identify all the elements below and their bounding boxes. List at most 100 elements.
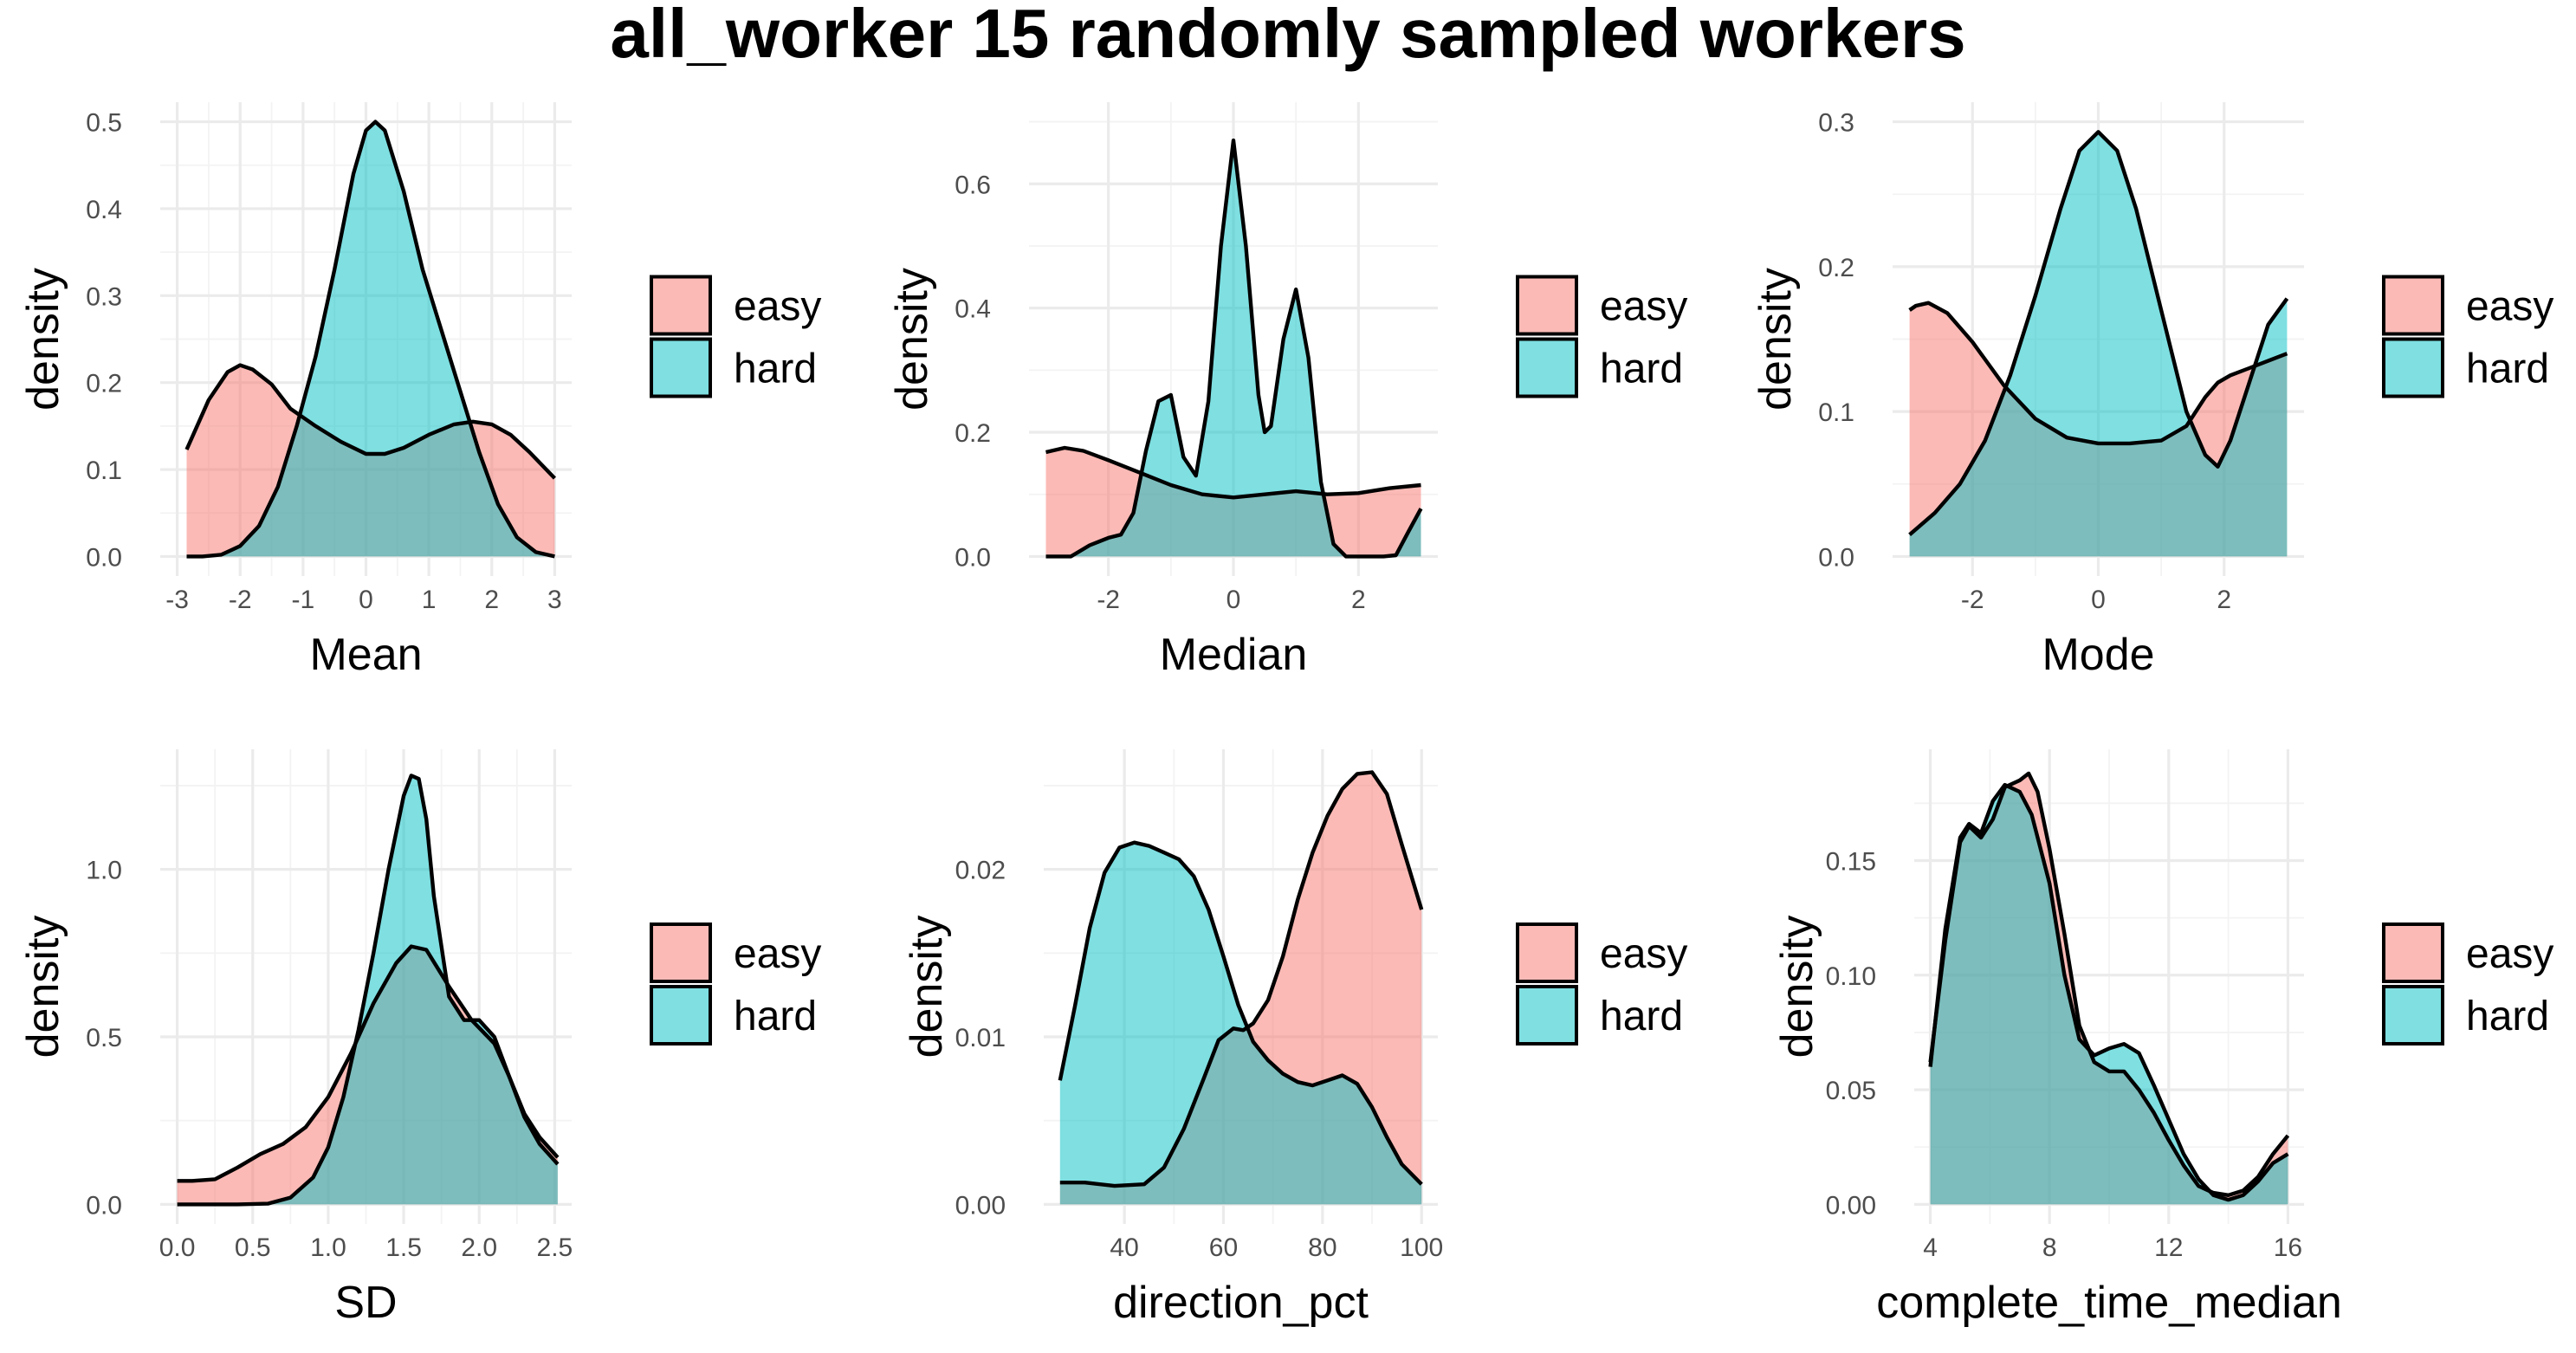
legend-key-easy (650, 275, 712, 336)
legend-key-hard (650, 337, 712, 398)
density-fills (1930, 773, 2288, 1205)
legend-label-easy: easy (734, 284, 821, 330)
y-axis-title: density (1772, 916, 1822, 1058)
legend-key-hard (650, 985, 712, 1046)
y-tick-label: 0.3 (86, 282, 122, 311)
legend-key-hard (1516, 985, 1578, 1046)
y-tick-label: 0.00 (955, 1191, 1006, 1220)
y-tick-label: 0.2 (1818, 254, 1854, 282)
x-tick-label: 16 (2274, 1233, 2302, 1262)
y-tick-label: 0.10 (1826, 962, 1876, 991)
legend-key-hard (1516, 337, 1578, 398)
density-line-hard (186, 120, 555, 559)
legend-label-hard: hard (734, 346, 817, 392)
legend-label-hard: hard (1600, 994, 1683, 1039)
density-line-hard (1045, 138, 1423, 559)
panel-1: -2 0 2 0.0 0.2 0.4 0.6 Median density easy hard (887, 102, 1687, 680)
y-tick-label: 0.0 (86, 543, 122, 572)
legend-key-easy (1516, 275, 1578, 336)
y-tick-label: 0.01 (955, 1024, 1006, 1052)
y-axis-title: density (887, 268, 937, 411)
legend-label-hard: hard (1600, 346, 1683, 392)
y-tick-label: 0.2 (955, 419, 991, 448)
density-line-hard (177, 774, 560, 1207)
x-axis-title: Mean (309, 630, 422, 680)
density-outlines (184, 120, 556, 559)
density-line-hard (1928, 782, 2289, 1202)
x-tick-label: 2.5 (537, 1233, 573, 1262)
y-tick-label: 0.15 (1826, 847, 1876, 876)
legend-key-easy (1516, 922, 1578, 983)
y-axis-title: density (902, 916, 952, 1058)
density-fills (1909, 132, 2288, 557)
density-area-hard (186, 121, 555, 557)
legend-key-easy (2382, 922, 2444, 983)
x-tick-label: 2 (484, 586, 499, 614)
y-tick-label: 0.02 (955, 857, 1006, 885)
density-line-hard (1908, 130, 2289, 536)
density-fills (1059, 772, 1422, 1205)
legend-label-easy: easy (734, 931, 821, 977)
x-tick-label: 60 (1209, 1233, 1238, 1262)
panel-5: 4 8 12 16 0.00 0.05 0.10 0.15 complete_time_medi… (1772, 749, 2553, 1328)
x-tick-label: -2 (1097, 586, 1120, 614)
x-tick-label: 0 (2091, 586, 2106, 614)
x-axis-title: complete_time_median (1876, 1278, 2342, 1328)
legend-key-easy (2382, 275, 2444, 336)
y-tick-label: 0.0 (86, 1191, 122, 1220)
legend-label-hard: hard (734, 994, 817, 1039)
x-tick-label: -2 (1961, 586, 1984, 614)
x-axis-title: SD (334, 1278, 397, 1328)
density-area-hard (1059, 842, 1422, 1205)
legend: easy hard (650, 275, 821, 398)
x-tick-label: 1.5 (385, 1233, 422, 1262)
x-tick-label: 0 (359, 586, 373, 614)
x-tick-label: 40 (1110, 1233, 1138, 1262)
density-area-hard (1909, 132, 2288, 557)
legend: easy hard (2382, 275, 2553, 398)
x-tick-label: 0.5 (235, 1233, 271, 1262)
legend-key-hard (2382, 337, 2444, 398)
legend-label-easy: easy (2466, 284, 2553, 330)
density-outlines (1058, 770, 1424, 1188)
figure-title: all_worker 15 randomly sampled workers (610, 0, 1965, 72)
x-axis-title: Median (1160, 630, 1308, 680)
density-line-easy (184, 363, 556, 480)
y-tick-label: 0.2 (86, 370, 122, 398)
y-tick-label: 0.4 (955, 295, 991, 324)
density-outlines (1908, 130, 2289, 536)
density-outlines (1045, 138, 1423, 559)
x-tick-label: 0.0 (159, 1233, 196, 1262)
y-axis-title: density (18, 268, 68, 411)
panel-4: 40 60 80 100 0.00 0.01 0.02 direction_pct densit… (902, 749, 1687, 1328)
legend: easy hard (1516, 922, 1687, 1046)
density-fills (186, 121, 555, 557)
density-outlines (177, 774, 560, 1207)
panel-2: -2 0 2 0.0 0.1 0.2 0.3 Mode density easy hard (1751, 102, 2553, 680)
y-axis-title: density (18, 916, 68, 1058)
x-tick-label: 2 (1351, 586, 1366, 614)
x-tick-label: -2 (229, 586, 252, 614)
x-tick-label: -3 (165, 586, 189, 614)
y-tick-label: 0.5 (86, 1024, 122, 1052)
density-area-hard (1930, 785, 2288, 1205)
panel-3: 0.0 0.5 1.0 1.5 2.0 2.5 0.0 0.5 1.0 SD density easy… (18, 749, 821, 1328)
x-tick-label: 4 (1923, 1233, 1938, 1262)
density-line-hard (1058, 840, 1423, 1186)
x-tick-label: 80 (1308, 1233, 1337, 1262)
legend-label-easy: easy (1600, 284, 1687, 330)
x-tick-label: 100 (1400, 1233, 1443, 1262)
y-tick-label: 0.0 (1818, 543, 1854, 572)
legend-key-easy (650, 922, 712, 983)
y-tick-label: 0.05 (1826, 1077, 1876, 1105)
y-tick-label: 0.5 (86, 109, 122, 138)
y-axis-title: density (1751, 268, 1801, 411)
y-tick-label: 0.1 (86, 456, 122, 485)
density-outlines (1928, 771, 2290, 1202)
y-tick-label: 0.0 (955, 543, 991, 572)
x-tick-label: 2 (2217, 586, 2231, 614)
legend-key-hard (2382, 985, 2444, 1046)
y-tick-label: 0.4 (86, 196, 122, 224)
